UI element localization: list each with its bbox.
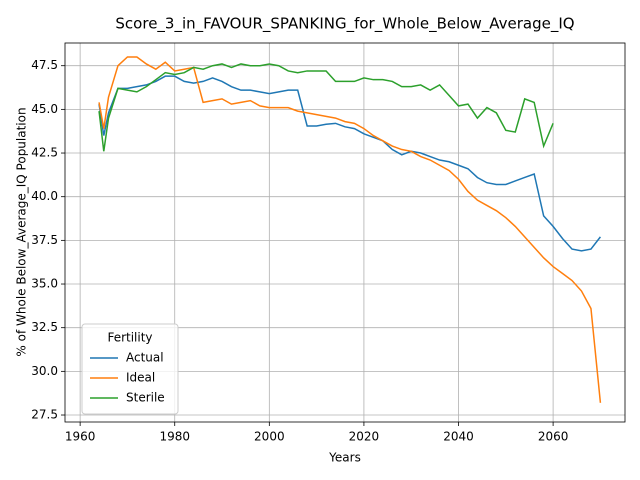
y-tick-label: 40.0: [31, 189, 58, 203]
y-tick-label: 37.5: [31, 233, 58, 247]
y-tick-label: 42.5: [31, 146, 58, 160]
plot-frame: [64, 42, 626, 423]
x-tick-label: 2000: [254, 430, 285, 444]
y-tick-label: 35.0: [31, 277, 58, 291]
legend-box: [81, 323, 179, 415]
x-tick-label: 2060: [538, 430, 569, 444]
x-tick-label: 2040: [443, 430, 474, 444]
x-tick-label: 1980: [159, 430, 190, 444]
series-line: [98, 63, 554, 152]
y-tick-label: 45.0: [31, 102, 58, 116]
x-axis-label: Years: [328, 451, 361, 465]
legend-label: Sterile: [126, 391, 165, 405]
series-line: [98, 56, 602, 403]
y-tick-label: 32.5: [31, 320, 58, 334]
legend-label: Ideal: [126, 371, 155, 385]
y-tick-label: 47.5: [31, 58, 58, 72]
legend-label: Actual: [126, 351, 164, 365]
y-tick-label: 27.5: [31, 408, 58, 422]
series-line: [98, 75, 602, 252]
x-tick-label: 1960: [65, 430, 96, 444]
chart-title: Score_3_in_FAVOUR_SPANKING_for_Whole_Bel…: [115, 15, 574, 34]
x-tick-label: 2020: [349, 430, 380, 444]
y-axis-label: % of Whole Below_Average_IQ Population: [15, 107, 29, 356]
legend-title: Fertility: [107, 331, 152, 345]
legend: Fertility Actual Ideal Sterile: [81, 323, 179, 415]
y-tick-label: 30.0: [31, 364, 58, 378]
